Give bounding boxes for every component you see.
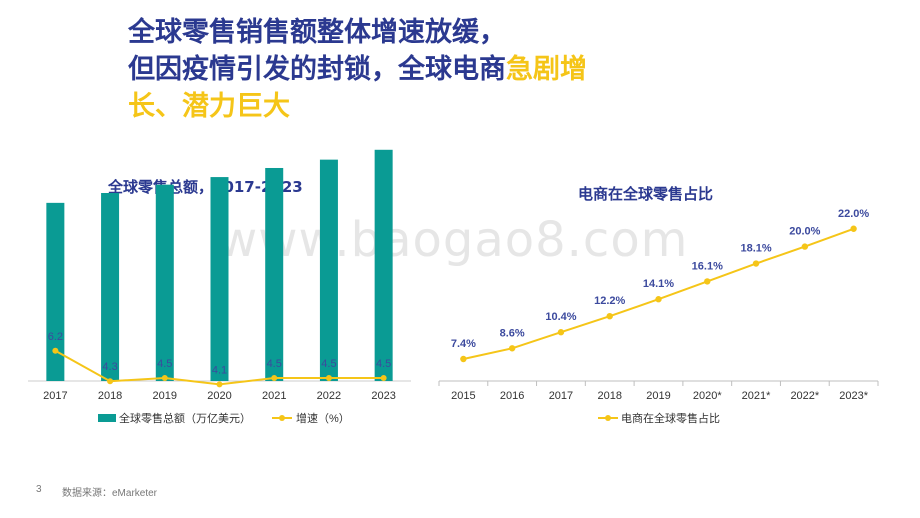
growth-point bbox=[271, 375, 278, 381]
share-point bbox=[557, 329, 565, 336]
right-x-tick: 2017 bbox=[549, 390, 573, 402]
share-label: 18.1% bbox=[740, 243, 771, 255]
legend-share-label: 电商在全球零售占比 bbox=[621, 411, 720, 425]
share-label: 20.0% bbox=[789, 226, 820, 238]
watermark: www.baogao8.com bbox=[218, 212, 689, 268]
growth-label: 6.2 bbox=[48, 331, 63, 343]
headline-line1: 全球零售销售额整体增速放缓， bbox=[128, 17, 506, 48]
left-x-tick: 2018 bbox=[98, 390, 122, 402]
share-point bbox=[606, 312, 613, 320]
share-point bbox=[508, 345, 516, 352]
share-label: 16.1% bbox=[692, 260, 723, 272]
share-label: 7.4% bbox=[451, 338, 476, 350]
left-x-tick: 2020 bbox=[207, 390, 231, 402]
legend-growth-swatch-dot bbox=[279, 415, 285, 421]
share-line bbox=[463, 227, 854, 360]
bar-2021 bbox=[265, 167, 284, 381]
share-label: 14.1% bbox=[643, 278, 674, 290]
growth-point bbox=[161, 375, 168, 381]
share-label: 10.4% bbox=[545, 311, 576, 323]
share-point bbox=[460, 355, 467, 363]
legend-growth-label: 增速（%） bbox=[296, 411, 350, 425]
left-x-tick: 2023 bbox=[371, 390, 395, 402]
share-point bbox=[850, 225, 857, 232]
growth-label: 4.5 bbox=[376, 358, 391, 370]
share-point bbox=[704, 278, 711, 285]
right-x-tick: 2023* bbox=[839, 390, 868, 402]
bar-2018 bbox=[101, 193, 120, 381]
share-point bbox=[801, 243, 809, 250]
share-label: 22.0% bbox=[838, 208, 869, 220]
share-point bbox=[655, 296, 662, 303]
left-x-tick: 2019 bbox=[153, 390, 177, 402]
share-label: 12.2% bbox=[594, 295, 625, 307]
share-label: 8.6% bbox=[500, 327, 525, 339]
headline-line2: 但因疫情引发的封锁，全球电商 bbox=[128, 54, 506, 85]
growth-point bbox=[380, 375, 387, 381]
headline-line3-accent: 长、潜力巨大 bbox=[128, 91, 290, 122]
right-x-tick: 2019 bbox=[646, 390, 670, 402]
headline: 全球零售销售额整体增速放缓， 但因疫情引发的封锁，全球电商急剧增 长、潜力巨大 bbox=[128, 14, 688, 125]
growth-point bbox=[325, 375, 332, 381]
bar-2017 bbox=[46, 202, 65, 381]
legend-share-swatch-dot bbox=[605, 415, 611, 421]
right-x-tick: 2020* bbox=[693, 390, 722, 402]
growth-label: 4.5 bbox=[267, 358, 282, 370]
right-x-tick: 2018 bbox=[597, 390, 621, 402]
bar-2020 bbox=[210, 177, 229, 381]
right-x-tick: 2021* bbox=[742, 390, 771, 402]
legend-bar-label: 全球零售总额（万亿美元） bbox=[119, 411, 251, 425]
growth-point bbox=[52, 347, 59, 354]
growth-label: 4.3 bbox=[102, 361, 117, 373]
page-number: 3 bbox=[36, 484, 42, 495]
share-point bbox=[752, 260, 760, 267]
growth-point bbox=[216, 381, 223, 388]
source-note: 数据来源：eMarketer bbox=[62, 488, 158, 499]
right-x-tick: 2022* bbox=[790, 390, 819, 402]
growth-point bbox=[107, 378, 114, 385]
growth-label: 4.5 bbox=[157, 358, 172, 370]
bar-2019 bbox=[155, 184, 174, 381]
right-x-tick: 2016 bbox=[500, 390, 524, 402]
left-x-tick: 2021 bbox=[262, 390, 286, 402]
headline-line2-accent: 急剧增 bbox=[506, 54, 587, 85]
right-x-tick: 2015 bbox=[451, 390, 475, 402]
growth-label: 4.1 bbox=[212, 364, 227, 376]
left-x-tick: 2022 bbox=[317, 390, 341, 402]
growth-label: 4.5 bbox=[321, 358, 336, 370]
left-x-tick: 2017 bbox=[43, 390, 67, 402]
bar-2023 bbox=[374, 149, 393, 381]
right-chart-title: 电商在全球零售占比 bbox=[578, 185, 714, 203]
legend-bar-swatch bbox=[98, 414, 116, 422]
bar-2022 bbox=[319, 159, 338, 381]
